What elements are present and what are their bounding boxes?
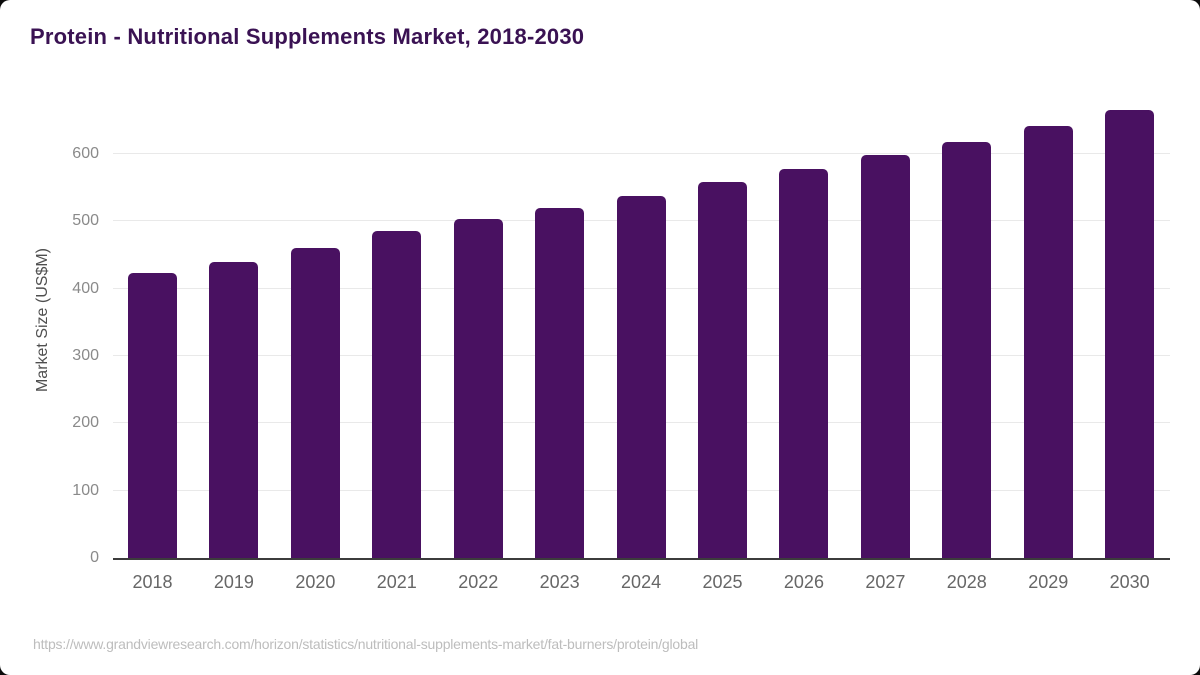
- x-axis-label: 2018: [132, 572, 173, 592]
- bar-2024[interactable]: [616, 195, 666, 558]
- x-axis-label: 2026: [783, 572, 824, 592]
- x-axis-label: 2023: [539, 572, 580, 592]
- bar-2019[interactable]: [209, 262, 259, 558]
- x-axis-label: 2019: [213, 572, 254, 592]
- bar-2026[interactable]: [779, 169, 829, 558]
- bar-2027[interactable]: [860, 155, 910, 558]
- y-tick-label: 400: [72, 279, 99, 297]
- y-tick-label: 300: [72, 346, 99, 364]
- bar-2029[interactable]: [1023, 126, 1073, 558]
- x-axis-label: 2024: [621, 572, 662, 592]
- bar-2020[interactable]: [290, 247, 340, 558]
- x-axis-label: 2029: [1028, 572, 1069, 592]
- y-tick-label: 0: [90, 549, 99, 566]
- bar-2021[interactable]: [372, 230, 422, 558]
- x-axis-label: 2022: [458, 572, 499, 592]
- bar-2023[interactable]: [535, 207, 585, 558]
- y-tick-label: 500: [72, 212, 99, 230]
- x-axis-label: 2021: [376, 572, 417, 592]
- bar-2030[interactable]: [1105, 110, 1155, 558]
- x-axis-label: 2028: [946, 572, 987, 592]
- bar-2028[interactable]: [942, 141, 992, 558]
- y-axis-tick-labels: 0 100 200 300 400 500 600: [49, 100, 99, 566]
- y-tick-label: 600: [72, 144, 99, 162]
- y-tick-label: 200: [72, 414, 99, 432]
- gridline: [113, 152, 1170, 154]
- source-url: https://www.grandviewresearch.com/horizo…: [33, 636, 699, 652]
- bar-2018[interactable]: [128, 273, 177, 558]
- plot-area: 0 100 200 300 400 500 600 Market Size (US$M) 2…: [34, 100, 1170, 592]
- y-tick-label: 100: [72, 481, 99, 499]
- y-axis-title: Market Size (US$M): [34, 247, 51, 393]
- bar-2022[interactable]: [453, 219, 503, 558]
- x-axis-label: 2030: [1109, 572, 1150, 592]
- x-axis-label: 2027: [865, 572, 906, 592]
- chart-title: Protein - Nutritional Supplements Market…: [30, 24, 585, 49]
- x-axis-label: 2025: [702, 572, 743, 592]
- bar-2025[interactable]: [698, 182, 747, 558]
- x-axis-label: 2020: [295, 572, 336, 592]
